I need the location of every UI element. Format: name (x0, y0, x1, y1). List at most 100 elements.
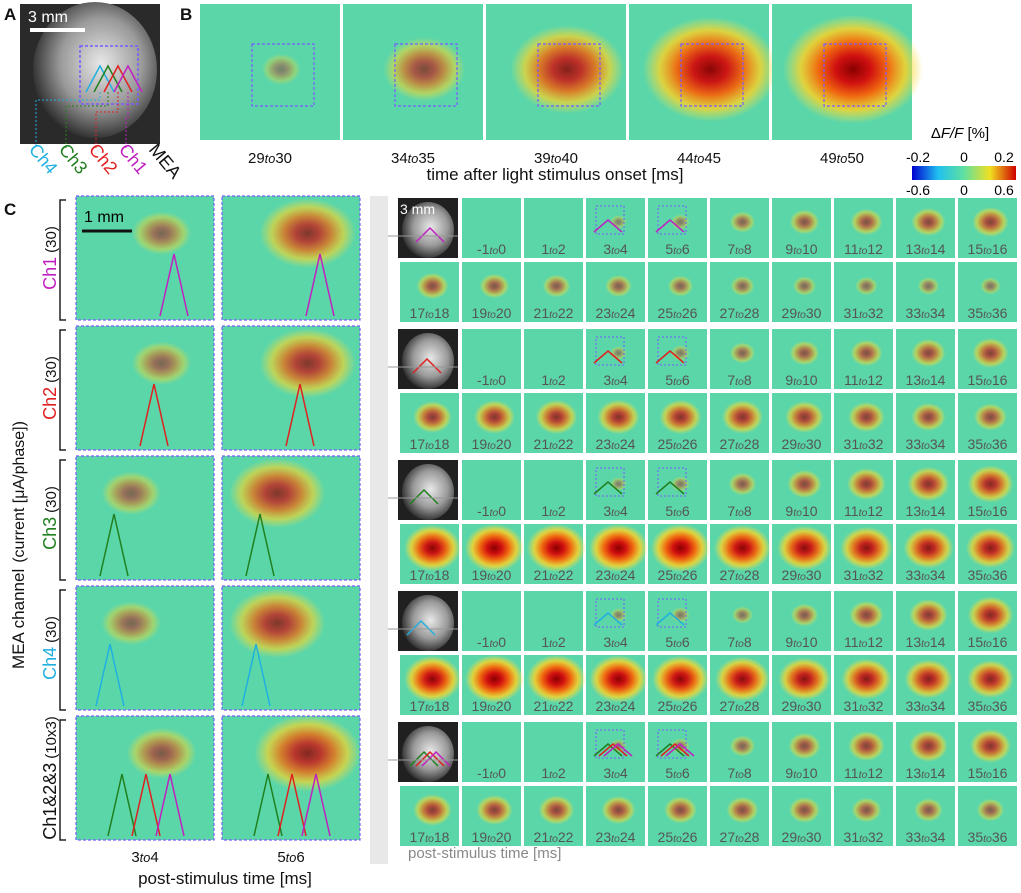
panel-c-row-2: Ch2(30) (40, 325, 361, 451)
panel-c-row-4: Ch4(30) (40, 585, 361, 711)
panel-c-map-border-2-2 (221, 325, 361, 451)
panel-d-tile-2-10 (400, 393, 459, 453)
panel-d-roi-2-3 (595, 336, 625, 366)
panel-b-frame-3-activation (510, 25, 624, 114)
panel-d-tile-3-9-activation (967, 465, 1014, 503)
panel-d-tile-4-13-activation (589, 655, 648, 703)
panel-d-tile-5-17-activation (851, 797, 882, 823)
panel-d-label-4-17: 31to32 (844, 698, 884, 714)
panel-d-tile-5-13 (586, 786, 645, 846)
panel-c-map-2-2-activation (259, 328, 356, 398)
panel-d-tile-3-13-activation (588, 524, 648, 572)
panel-d-xlabel: post-stimulus time [ms] (408, 845, 561, 862)
panel-d-tile-5-1-bg (462, 722, 521, 782)
panel-c-map-1-1 (76, 196, 214, 320)
panel-c-electrode-5-1-1 (107, 773, 137, 837)
panel-d-tile-4-17 (834, 655, 893, 715)
panel-d-label-1-11: 19to20 (472, 305, 512, 321)
panel-b-roi-5 (823, 43, 887, 107)
panel-b-frame-4 (629, 4, 778, 140)
colorbar-top-tick-2: 0.2 (994, 149, 1014, 165)
panel-d-label-5-14: 25to26 (658, 829, 698, 845)
panel-c-bracket-3 (59, 459, 66, 581)
panel-d-tile-5-6 (772, 722, 831, 782)
panel-d-tile-1-19 (958, 262, 1017, 322)
panel-d-tile-electrode-2-3-1 (593, 350, 623, 364)
panel-c-electrode-4-2-1 (241, 643, 271, 707)
panel-d-tile-1-17-activation (855, 276, 878, 296)
lead-line-ch3 (65, 92, 109, 148)
panel-d-tile-4-6-activation (790, 603, 819, 627)
panel-d-tile-4-1 (462, 591, 521, 651)
panel-d-tile-5-2-bg (524, 722, 583, 782)
panel-d-tile-2-16 (772, 393, 831, 453)
panel-d-tile-3-6 (772, 460, 831, 520)
panel-c: C MEA channel(current [μA/phase]) Ch1(30… (4, 195, 361, 888)
panel-d-tile-5-15-activation (726, 796, 759, 824)
panel-d-group-3: -1to0 1to2 3to4 5to6 7to8 9to10 11to12 13to14 15… (388, 460, 1017, 584)
panel-d-tile-5-6-activation (788, 732, 821, 760)
panel-d-label-3-1: -1to0 (477, 503, 506, 519)
panel-d-tile-2-1-bg (462, 329, 521, 389)
panel-c-map-3-1-activation (101, 471, 161, 515)
panel-d-tile-3-16 (772, 524, 832, 584)
panel-d-tile-4-1-bg (462, 591, 521, 651)
panel-d-tile-3-7-activation (847, 468, 886, 500)
panel-d-tile-3-18-activation (903, 527, 954, 569)
panel-d-tile-2-5-activation (729, 342, 756, 364)
panel-c-col-label-1: 3to4 (131, 849, 158, 866)
panel-d-tile-3-1 (462, 460, 521, 520)
panel-d-tile-1-7-activation (850, 208, 883, 236)
panel-b-frame-label-5: 49to50 (820, 150, 864, 167)
mea-label-a: MEA (145, 140, 185, 183)
panel-d-label-3-10: 17to18 (410, 567, 450, 583)
panel-d-group-1: 3 mm -1to0 1to2 3to4 5to6 7to8 9to10 11to12 13to… (388, 198, 1017, 322)
panel-d-tile-3-1-bg (462, 460, 521, 520)
panel-d-tile-1-1 (462, 198, 521, 258)
panel-d-label-2-17: 31to32 (844, 436, 884, 452)
panel-d-tile-1-11 (462, 262, 521, 322)
panel-d-label-1-5: 7to8 (727, 241, 752, 257)
panel-c-map-border-1-2 (221, 195, 361, 321)
panel-d-label-4-13: 23to24 (596, 698, 636, 714)
panel-d-label-2-12: 21to22 (534, 436, 574, 452)
panel-d-tile-electrode-1-4-1 (655, 219, 685, 233)
panel-d-tile-2-6 (772, 329, 831, 389)
panel-d-tile-3-14-activation (650, 524, 710, 572)
panel-d-tile-electrode-2-4-1 (655, 350, 685, 364)
panel-d-retina-electrode-1-1 (415, 226, 445, 243)
panel-c-map-4-1-activation (101, 601, 161, 645)
panel-d-tile-electrode-5-3-2 (598, 743, 628, 757)
panel-d-label-5-7: 11to12 (844, 765, 883, 781)
panel-d-tile-4-5 (710, 591, 769, 651)
panel-d-retina-electrode-5-3 (421, 750, 451, 767)
panel-d-label-4-12: 21to22 (534, 698, 574, 714)
panel-d-tile-4-16 (772, 655, 831, 715)
panel-d-label-2-19: 35to36 (968, 436, 1008, 452)
panel-d-tile-1-2 (524, 198, 583, 258)
panel-b: B 29to30 34to35 39to40 44to45 49to50 time af… (180, 4, 924, 184)
panel-d-tile-5-15 (710, 786, 769, 846)
panel-c-row-1: Ch1(30) (40, 195, 361, 321)
panel-d-tile-4-2 (524, 591, 583, 651)
panel-c-electrode-1-2-1 (305, 253, 335, 317)
panel-d-tile-5-9 (958, 722, 1017, 782)
panel-d-tile-1-1-bg (462, 198, 521, 258)
panel-b-frame-label-2: 34to35 (391, 150, 435, 167)
panel-d-tile-3-5-activation (728, 472, 757, 496)
panel-d-tile-2-4-activation (671, 345, 690, 361)
panel-b-roi-3 (537, 43, 601, 107)
panel-d-tile-2-11-activation (473, 400, 515, 434)
panel-c-xlabel: post-stimulus time [ms] (138, 869, 312, 888)
panel-d-tile-2-1 (462, 329, 521, 389)
panel-d-tile-1-16 (772, 262, 831, 322)
panel-d-retina-tissue-3 (402, 464, 454, 520)
panel-d-label-1-2: 1to2 (541, 241, 566, 257)
panel-d-label-4-4: 5to6 (665, 634, 690, 650)
panel-d-label-1-14: 25to26 (658, 305, 698, 321)
panel-d-label-4-11: 19to20 (472, 698, 512, 714)
panel-c-map-border-3-2 (221, 455, 361, 581)
panel-b-frame-5 (772, 4, 924, 140)
panel-d-tile-4-8 (896, 591, 955, 651)
panel-d-tile-electrode-3-4-1 (655, 481, 685, 495)
